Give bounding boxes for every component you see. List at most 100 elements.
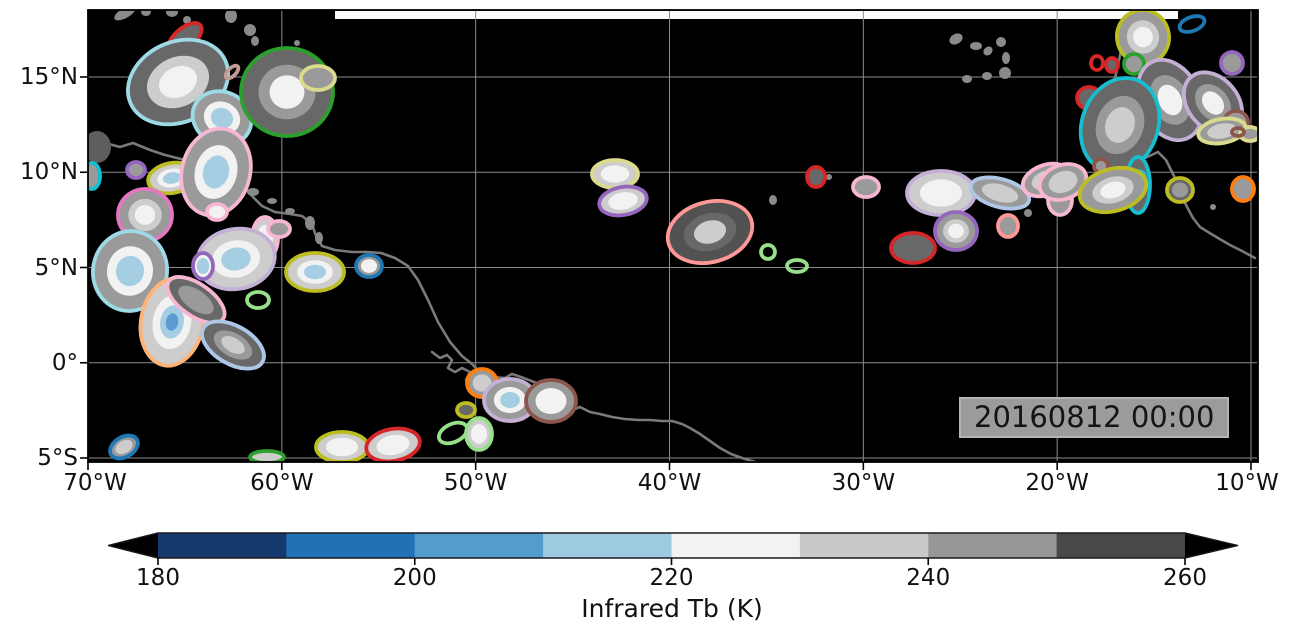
island [999,67,1011,79]
cloud-cluster [284,251,346,293]
cloud-cluster [805,165,827,189]
cloud-cluster [464,416,494,452]
cloud-cluster [968,175,1032,211]
cloud-cluster [1230,126,1246,138]
island [1210,204,1216,210]
cluster-core [210,107,234,129]
cloud-cluster [1165,176,1195,204]
cloud-cluster [223,63,241,81]
top-edge-band [335,11,1178,19]
cluster-core [608,192,638,210]
island [305,216,315,230]
island [183,16,191,24]
coastline [1110,10,1257,260]
cluster-outline [759,243,777,261]
cloud-cluster [1104,56,1120,74]
cloud-cluster [266,219,292,239]
cloud-cluster [524,378,578,424]
island [247,188,259,196]
island [114,10,136,21]
colorbar-tick-label: 200 [392,565,437,591]
cluster-core [472,374,492,392]
cluster-outline [889,231,937,265]
colorbar-tick-label: 180 [136,565,180,591]
cluster-outline [455,401,477,419]
cluster-outline [205,202,229,222]
island [267,198,277,204]
cluster-outline [125,160,147,180]
cluster-outline [88,161,102,191]
cluster-core [196,257,210,275]
cloud-cluster [165,275,227,325]
cluster-core [1157,84,1183,116]
colorbar-tick-label: 240 [906,565,951,591]
island [949,33,963,45]
cloud-cluster [314,430,370,462]
cluster-core [134,205,156,225]
island [251,36,259,46]
cloud-cluster [597,184,649,218]
island [826,174,832,180]
cluster-outline [1230,126,1246,138]
x-tick-label: 60°W [250,470,314,496]
island [225,10,237,23]
cluster-core [158,65,198,99]
cloud-cluster [905,169,977,217]
y-tick-label: 0° [51,349,78,376]
cluster-core [221,247,251,271]
cloud-cluster [116,187,174,243]
x-tick-label: 40°W [637,470,702,496]
colorbar-segment [414,533,544,558]
cluster-outline [1219,50,1245,76]
cloud-cluster [364,426,422,462]
cloud-cluster [195,226,277,292]
cluster-core [115,439,133,455]
colorbar-segment [671,533,801,558]
cloud-cluster [1122,52,1146,76]
island [141,10,151,16]
island [996,37,1006,47]
colorbar-under-arrow [108,533,158,558]
cloud-cluster [996,213,1020,239]
cloud-cluster [299,64,337,92]
island [982,72,992,80]
cloud-cluster [1230,175,1256,203]
cloud-cluster [590,158,640,190]
cluster-core [600,165,630,183]
cloud-cluster [851,175,881,199]
cluster-core [178,285,214,315]
cluster-outline [1122,52,1146,76]
x-tick-label: 20°W [1025,470,1089,496]
colorbar-tick-label: 260 [1163,565,1207,591]
timestamp-badge: 20160812 00:00 [959,397,1230,438]
cluster-core [1201,91,1225,115]
cluster-core [693,220,727,244]
cluster-outline [996,213,1020,239]
cloud-cluster [248,449,286,462]
cloud-cluster [933,210,979,252]
cluster-outline [851,175,881,199]
cluster-core [470,424,488,444]
cloud-cluster [354,253,384,279]
cloud-cluster [191,251,215,281]
colorbar-title: Infrared Tb (K) [581,594,763,623]
cluster-core [376,434,410,456]
cloud-cluster [245,290,271,310]
island [244,24,256,36]
island [1024,209,1032,217]
cluster-core [1105,107,1135,143]
cluster-core [1171,182,1189,198]
cluster-core [981,183,1019,203]
colorbar-over-arrow [1185,533,1238,558]
cloud-cluster [785,258,809,274]
island [962,75,972,83]
colorbar-segment [928,533,1058,558]
cloud-cluster [1037,162,1089,202]
y-tick-label: 5°N [34,254,78,281]
cloud-cluster [91,229,169,313]
x-tick-label: 10°W [1215,470,1279,496]
colorbar-segment [543,533,672,558]
island [1002,52,1010,64]
cluster-outline [266,219,292,239]
